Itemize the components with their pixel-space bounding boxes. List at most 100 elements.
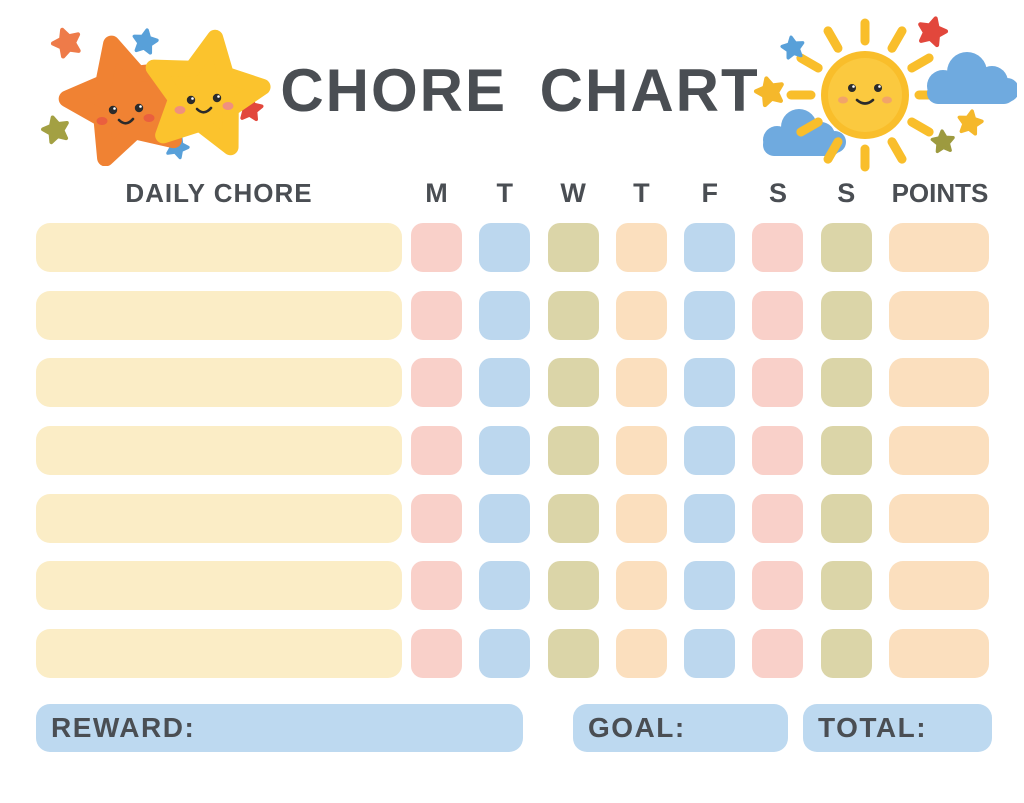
- mini-star-yellow-icon: [754, 75, 786, 106]
- mini-star-blue-icon: [132, 28, 158, 53]
- day-cell[interactable]: [547, 290, 599, 340]
- chore-name-cell[interactable]: [36, 561, 402, 611]
- day-cell[interactable]: [752, 561, 804, 611]
- points-cell[interactable]: [889, 426, 990, 476]
- chore-name-cell[interactable]: [36, 493, 402, 543]
- total-label: TOTAL:: [818, 712, 928, 743]
- day-cell[interactable]: [411, 561, 462, 611]
- day-cell[interactable]: [479, 358, 531, 408]
- day-cell[interactable]: [684, 358, 736, 408]
- points-cell[interactable]: [889, 290, 990, 340]
- day-cell[interactable]: [820, 561, 872, 611]
- day-header: T: [633, 178, 650, 208]
- day-cell[interactable]: [820, 426, 872, 476]
- day-cell[interactable]: [615, 290, 667, 340]
- day-cell[interactable]: [752, 426, 804, 476]
- day-header: S: [837, 178, 856, 208]
- day-cell[interactable]: [479, 629, 531, 679]
- mini-star-olive-icon: [932, 130, 955, 152]
- day-cell[interactable]: [411, 629, 462, 679]
- points-cell[interactable]: [889, 561, 990, 611]
- points-cell[interactable]: [889, 493, 990, 543]
- goal-field[interactable]: GOAL:: [573, 704, 788, 752]
- day-cell[interactable]: [684, 290, 736, 340]
- day-cell[interactable]: [479, 426, 531, 476]
- chore-row: [36, 629, 990, 679]
- mini-star-yellow-icon: [957, 109, 983, 134]
- points-cell[interactable]: [889, 358, 990, 408]
- day-cell[interactable]: [547, 426, 599, 476]
- day-header: W: [560, 178, 586, 208]
- day-cell[interactable]: [615, 493, 667, 543]
- points-cell[interactable]: [889, 223, 990, 272]
- day-cell[interactable]: [820, 493, 872, 543]
- day-cell[interactable]: [411, 426, 462, 476]
- day-cell[interactable]: [684, 223, 736, 272]
- day-cell[interactable]: [615, 358, 667, 408]
- day-cell[interactable]: [547, 561, 599, 611]
- yellow-star-icon: [143, 28, 270, 150]
- daily-chore-header: DAILY CHORE: [125, 178, 313, 208]
- day-cell[interactable]: [411, 223, 462, 272]
- day-cell[interactable]: [479, 493, 531, 543]
- day-cell[interactable]: [547, 223, 599, 272]
- chore-row: [36, 426, 990, 476]
- page-title: CHORE CHART: [280, 57, 760, 124]
- day-cell[interactable]: [547, 629, 599, 679]
- day-cell[interactable]: [479, 223, 531, 272]
- day-header: T: [496, 178, 514, 208]
- day-cell[interactable]: [684, 629, 736, 679]
- day-cell[interactable]: [752, 493, 804, 543]
- chore-name-cell[interactable]: [36, 223, 402, 272]
- day-cell[interactable]: [684, 561, 736, 611]
- chore-row: [36, 561, 990, 611]
- day-cell[interactable]: [752, 290, 804, 340]
- chore-row: [36, 358, 990, 408]
- day-cell[interactable]: [752, 629, 804, 679]
- day-cell[interactable]: [411, 290, 462, 340]
- sun-icon: [786, 18, 944, 172]
- day-header: M: [425, 178, 448, 208]
- day-cell[interactable]: [615, 426, 667, 476]
- total-field[interactable]: TOTAL:: [803, 704, 992, 752]
- day-cell[interactable]: [411, 493, 462, 543]
- day-cell[interactable]: [684, 493, 736, 543]
- day-header: F: [701, 178, 718, 208]
- chore-name-cell[interactable]: [36, 358, 402, 408]
- day-cell[interactable]: [615, 223, 667, 272]
- day-cell[interactable]: [479, 561, 531, 611]
- day-cell[interactable]: [752, 358, 804, 408]
- mini-star-blue-icon: [781, 35, 805, 58]
- day-cell[interactable]: [820, 290, 872, 340]
- day-cell[interactable]: [547, 493, 599, 543]
- day-cell[interactable]: [684, 426, 736, 476]
- chore-row: [36, 493, 990, 543]
- day-cell[interactable]: [479, 290, 531, 340]
- chore-row: [36, 290, 990, 340]
- day-cell[interactable]: [820, 358, 872, 408]
- mini-star-red-icon: [916, 15, 948, 46]
- reward-label: REWARD:: [51, 712, 196, 743]
- day-cell[interactable]: [615, 629, 667, 679]
- chore-name-cell[interactable]: [36, 426, 402, 476]
- day-cell[interactable]: [820, 223, 872, 272]
- day-cell[interactable]: [820, 629, 872, 679]
- orange-star-icon: [56, 29, 194, 163]
- chore-name-cell[interactable]: [36, 290, 402, 340]
- cloud-icon: [927, 52, 1017, 104]
- mini-star-olive-icon: [41, 114, 71, 143]
- day-cell[interactable]: [547, 358, 599, 408]
- mini-star-orange-icon: [50, 25, 84, 58]
- chore-row: [36, 223, 990, 272]
- goal-label: GOAL:: [588, 712, 686, 743]
- reward-field[interactable]: REWARD:: [36, 704, 523, 752]
- day-cell[interactable]: [615, 561, 667, 611]
- chore-name-cell[interactable]: [36, 629, 402, 679]
- chore-grid: [36, 223, 990, 697]
- day-cell[interactable]: [411, 358, 462, 408]
- points-cell[interactable]: [889, 629, 990, 679]
- day-cell[interactable]: [752, 223, 804, 272]
- points-header: POINTS: [891, 178, 989, 208]
